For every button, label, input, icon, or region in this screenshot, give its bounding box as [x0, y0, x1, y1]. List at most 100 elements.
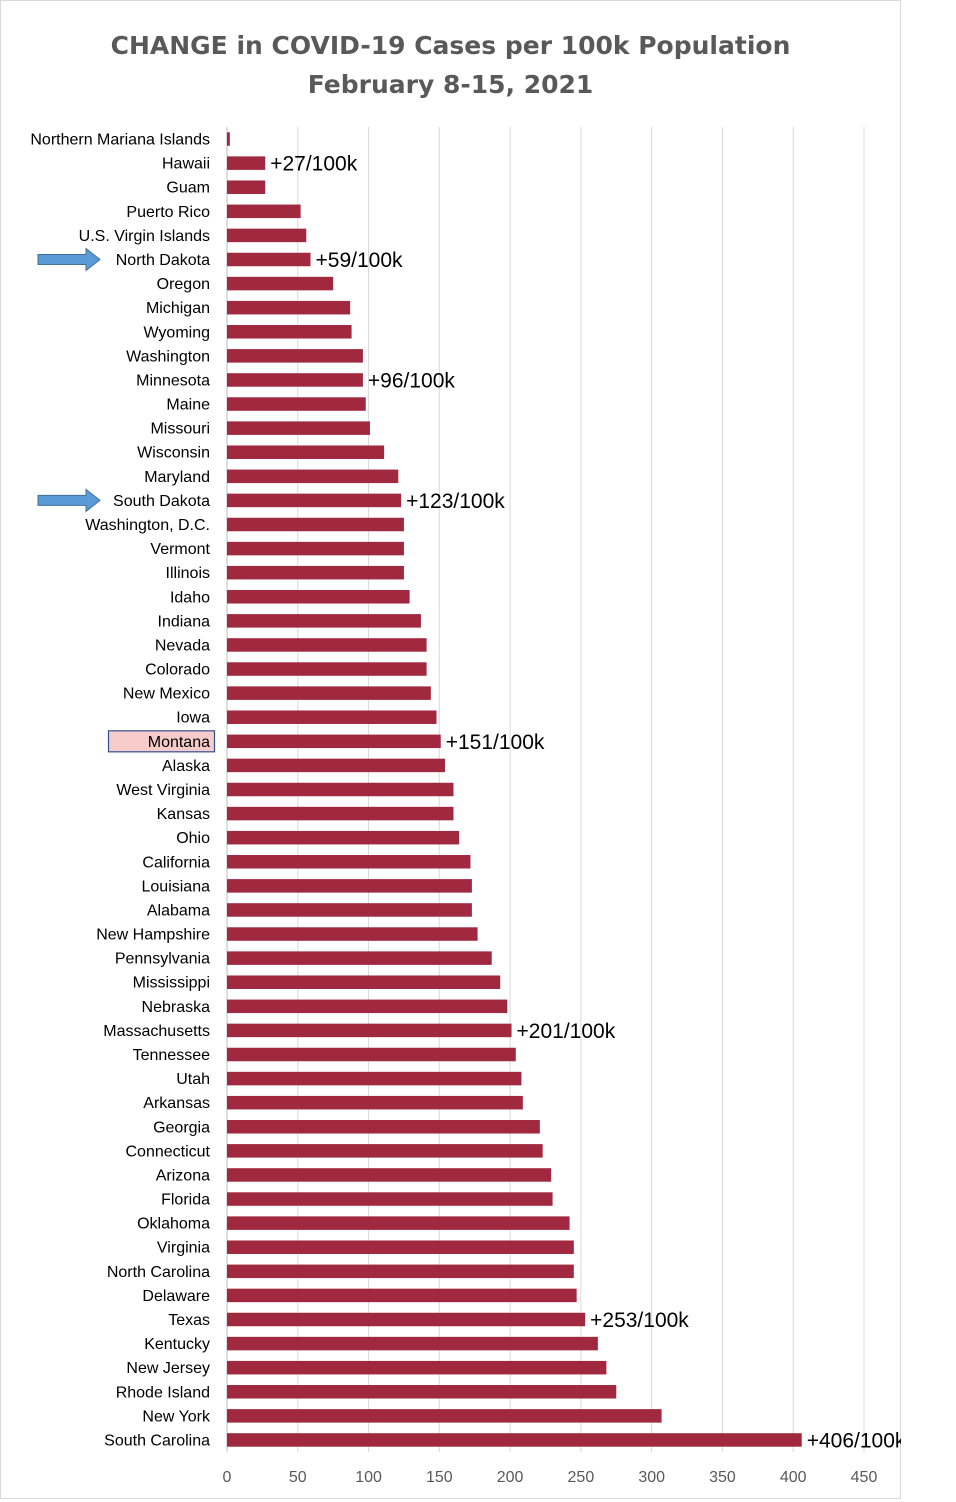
- bar: [227, 1433, 802, 1447]
- category-label: Indiana: [158, 613, 211, 630]
- bar: [227, 855, 471, 869]
- bar: [227, 1071, 522, 1086]
- category-label: Texas: [168, 1312, 210, 1329]
- category-label: Wyoming: [143, 324, 210, 341]
- category-label: Washington: [126, 348, 210, 365]
- bar: [227, 204, 301, 219]
- bar: [227, 1264, 574, 1279]
- bar: [227, 349, 363, 363]
- category-label: Alabama: [147, 902, 210, 919]
- category-label: South Dakota: [113, 493, 210, 510]
- category-label: Louisiana: [142, 878, 211, 895]
- bar: [227, 758, 445, 773]
- bar: [227, 1336, 598, 1351]
- category-label: Maryland: [144, 469, 210, 486]
- x-tick-label: 0: [223, 1469, 232, 1486]
- bar: [227, 903, 472, 917]
- bar: [227, 662, 427, 676]
- category-label: California: [142, 854, 210, 871]
- category-label: Nevada: [155, 637, 210, 654]
- bar: [227, 541, 404, 556]
- category-label: Tennessee: [133, 1047, 210, 1064]
- category-label: Illinois: [166, 565, 210, 582]
- value-annotation: +253/100k: [590, 1309, 689, 1332]
- bar: [227, 1288, 577, 1303]
- bar: [227, 493, 402, 508]
- bar: [227, 1047, 516, 1062]
- x-tick-label: 400: [780, 1469, 807, 1486]
- bar: [227, 517, 404, 532]
- x-tick-label: 50: [289, 1469, 307, 1486]
- category-label: Delaware: [142, 1288, 210, 1305]
- category-label: Arkansas: [143, 1095, 210, 1112]
- category-label: Puerto Rico: [126, 204, 210, 221]
- category-label: U.S. Virgin Islands: [79, 228, 210, 245]
- bar: [227, 638, 427, 652]
- category-label: Kentucky: [144, 1336, 210, 1353]
- bar: [227, 373, 363, 387]
- bar: [227, 686, 431, 700]
- x-tick-label: 300: [638, 1469, 665, 1486]
- chart-subtitle: February 8-15, 2021: [307, 70, 594, 99]
- category-label: New Jersey: [126, 1360, 210, 1377]
- category-label: Nebraska: [142, 999, 211, 1016]
- category-label: West Virginia: [116, 782, 210, 799]
- category-label: Montana: [148, 734, 210, 751]
- bar: [227, 1192, 553, 1206]
- bar: [227, 806, 454, 821]
- category-label: Maine: [166, 397, 210, 414]
- bar: [227, 156, 266, 170]
- category-label: North Dakota: [116, 252, 210, 269]
- category-label: Mississippi: [133, 975, 210, 992]
- arrow-marker-icon: [37, 488, 101, 513]
- value-annotation: +27/100k: [270, 153, 357, 176]
- chart-title-block: CHANGE in COVID-19 Cases per 100k Popula…: [0, 26, 901, 104]
- category-label: Florida: [161, 1192, 210, 1209]
- bar: [227, 951, 492, 965]
- bar: [227, 300, 351, 315]
- category-label: Utah: [176, 1071, 210, 1088]
- bar: [227, 1168, 552, 1182]
- bar: [227, 276, 334, 291]
- bar: [227, 1023, 512, 1038]
- value-annotation: +151/100k: [446, 731, 545, 754]
- bar: [227, 879, 472, 893]
- bar: [227, 999, 508, 1014]
- category-label: Colorado: [145, 662, 210, 679]
- bar: [227, 1144, 543, 1158]
- bar: [227, 1240, 574, 1254]
- bar: [227, 830, 460, 845]
- bar: [227, 252, 311, 267]
- category-label: Connecticut: [126, 1143, 211, 1160]
- highlight-label-box: [107, 730, 216, 753]
- bar-chart: 0 50 100 150 200 250 300 350 400 450 Northern Mari…: [30, 127, 901, 1486]
- bar: [227, 1120, 540, 1134]
- category-label: Pennsylvania: [115, 951, 210, 968]
- category-label: Northern Mariana Islands: [30, 132, 210, 149]
- bar: [227, 325, 352, 339]
- category-label: New Hampshire: [96, 927, 210, 944]
- category-label: Rhode Island: [116, 1384, 210, 1401]
- category-label: Wisconsin: [137, 445, 210, 462]
- x-tick-label: 200: [497, 1469, 524, 1486]
- x-tick-label: 350: [709, 1469, 736, 1486]
- category-label: Oklahoma: [137, 1216, 210, 1233]
- bar: [227, 397, 366, 411]
- x-tick-label: 100: [355, 1469, 382, 1486]
- bar: [227, 734, 441, 749]
- bar: [227, 590, 410, 604]
- bar: [227, 228, 307, 243]
- x-tick-label: 150: [426, 1469, 453, 1486]
- category-label: Oregon: [157, 276, 210, 293]
- category-label: Massachusetts: [103, 1023, 210, 1040]
- bar: [227, 132, 230, 146]
- category-label: New York: [142, 1408, 211, 1425]
- bar: [227, 1360, 607, 1375]
- bar: [227, 421, 370, 435]
- category-label: Minnesota: [136, 372, 210, 389]
- bar: [227, 1216, 570, 1230]
- bar: [227, 565, 404, 580]
- category-label: Ohio: [176, 830, 210, 847]
- value-annotation: +201/100k: [517, 1020, 616, 1043]
- value-annotation: +406/100k: [807, 1429, 901, 1452]
